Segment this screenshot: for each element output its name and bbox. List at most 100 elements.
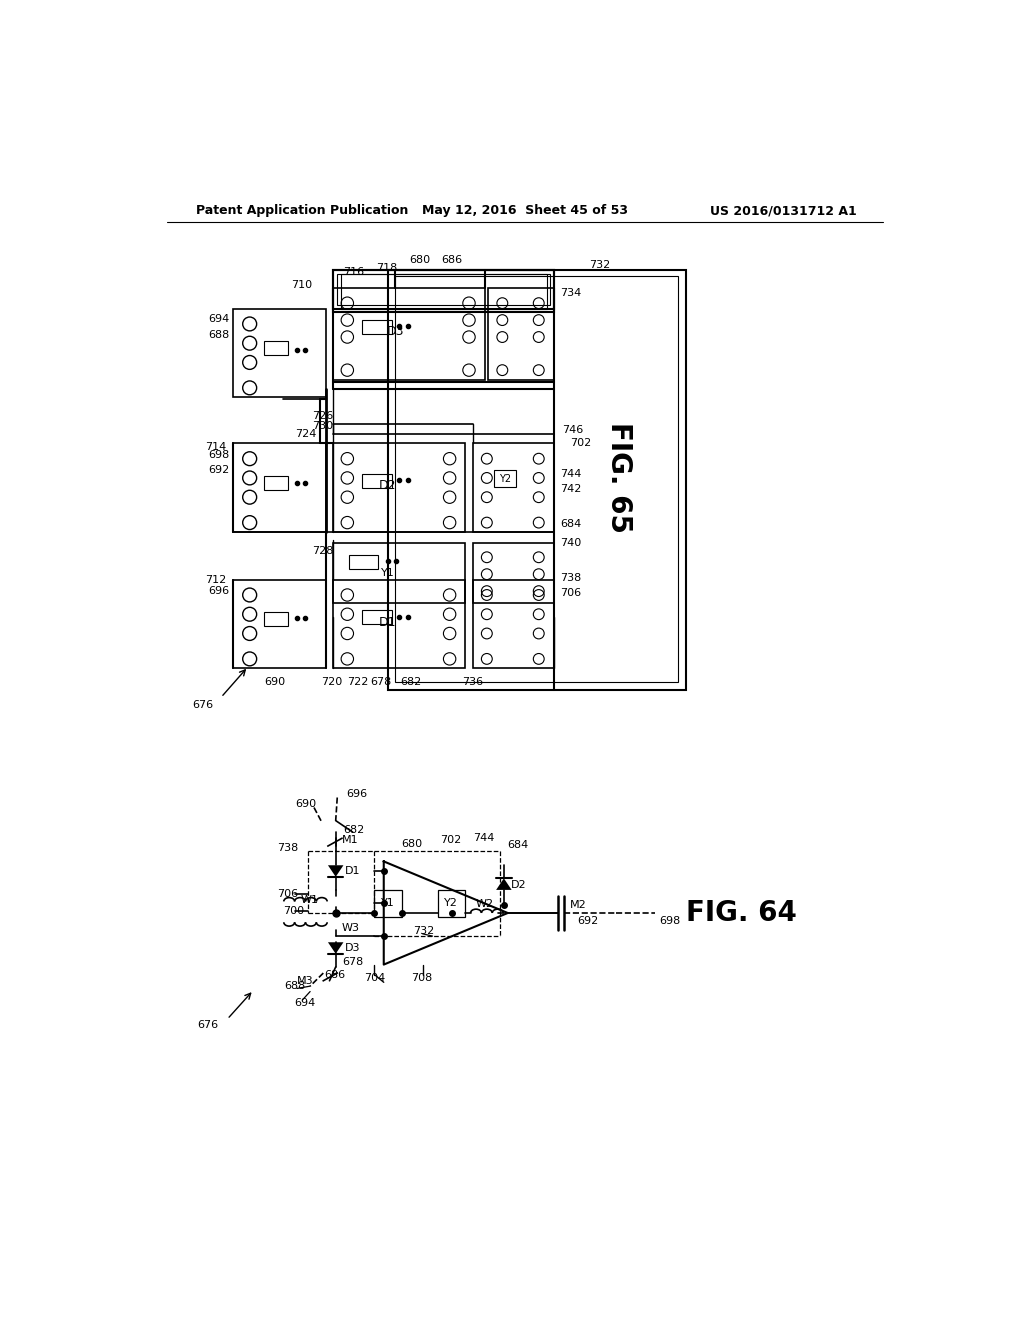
Text: 684: 684 bbox=[560, 519, 582, 529]
Bar bbox=[263, 341, 289, 355]
Bar bbox=[334, 271, 554, 309]
Text: D2: D2 bbox=[511, 879, 526, 890]
Text: May 12, 2016  Sheet 45 of 53: May 12, 2016 Sheet 45 of 53 bbox=[422, 205, 628, 218]
Text: 694: 694 bbox=[295, 998, 315, 1008]
Text: Y2: Y2 bbox=[444, 898, 458, 908]
Text: 690: 690 bbox=[295, 799, 316, 809]
Text: 688: 688 bbox=[209, 330, 229, 341]
Text: 718: 718 bbox=[376, 263, 397, 273]
Text: 686: 686 bbox=[441, 255, 462, 265]
Text: Y1: Y1 bbox=[381, 568, 394, 578]
Text: 698: 698 bbox=[658, 916, 680, 925]
Text: W2: W2 bbox=[475, 899, 494, 908]
Text: D1: D1 bbox=[379, 616, 396, 630]
Text: 730: 730 bbox=[312, 421, 334, 430]
Text: 706: 706 bbox=[560, 589, 581, 598]
Text: M3: M3 bbox=[297, 975, 313, 986]
Bar bbox=[375, 890, 401, 917]
Bar bbox=[341, 275, 547, 309]
Text: 680: 680 bbox=[410, 255, 430, 265]
Text: 676: 676 bbox=[193, 700, 213, 710]
Bar bbox=[233, 309, 327, 397]
Bar bbox=[473, 544, 554, 603]
Text: 692: 692 bbox=[578, 916, 599, 925]
Text: 712: 712 bbox=[206, 574, 226, 585]
Text: 736: 736 bbox=[462, 677, 483, 686]
Text: 742: 742 bbox=[560, 484, 582, 495]
Bar bbox=[395, 276, 678, 682]
Bar bbox=[362, 610, 391, 624]
Text: W1: W1 bbox=[301, 895, 318, 906]
Text: 722: 722 bbox=[347, 677, 368, 686]
Bar bbox=[334, 288, 484, 380]
Text: 688: 688 bbox=[285, 981, 306, 991]
Text: Y1: Y1 bbox=[381, 898, 394, 908]
Text: 746: 746 bbox=[562, 425, 584, 436]
Text: M2: M2 bbox=[569, 900, 587, 911]
Bar bbox=[494, 470, 515, 487]
Text: D3: D3 bbox=[345, 942, 360, 953]
Text: 680: 680 bbox=[401, 838, 423, 849]
Text: 728: 728 bbox=[312, 546, 334, 556]
Polygon shape bbox=[328, 866, 343, 876]
Bar bbox=[334, 544, 465, 603]
Bar bbox=[473, 579, 554, 668]
Text: 734: 734 bbox=[560, 288, 581, 298]
Text: 692: 692 bbox=[209, 465, 229, 475]
Text: 706: 706 bbox=[276, 888, 298, 899]
Text: 744: 744 bbox=[473, 833, 495, 842]
Text: 682: 682 bbox=[343, 825, 365, 834]
Text: M1: M1 bbox=[342, 834, 358, 845]
Text: 714: 714 bbox=[206, 442, 226, 453]
Text: 724: 724 bbox=[295, 429, 316, 440]
Text: W3: W3 bbox=[342, 924, 359, 933]
Text: 708: 708 bbox=[411, 973, 432, 983]
Text: 744: 744 bbox=[560, 469, 581, 479]
Text: US 2016/0131712 A1: US 2016/0131712 A1 bbox=[710, 205, 856, 218]
Bar bbox=[388, 271, 686, 690]
Text: 726: 726 bbox=[312, 412, 334, 421]
Bar bbox=[488, 288, 554, 380]
Text: 696: 696 bbox=[208, 586, 229, 597]
Bar bbox=[334, 271, 554, 313]
Text: 686: 686 bbox=[324, 970, 345, 979]
Text: FIG. 65: FIG. 65 bbox=[604, 422, 633, 533]
Text: 696: 696 bbox=[346, 788, 368, 799]
Text: 682: 682 bbox=[400, 677, 422, 686]
Bar bbox=[438, 890, 465, 917]
Text: Patent Application Publication: Patent Application Publication bbox=[197, 205, 409, 218]
Bar bbox=[334, 444, 465, 532]
Text: 698: 698 bbox=[208, 450, 229, 459]
Text: 704: 704 bbox=[365, 973, 386, 983]
Text: 676: 676 bbox=[198, 1019, 219, 1030]
Text: D2: D2 bbox=[379, 479, 396, 492]
Text: 694: 694 bbox=[208, 314, 229, 323]
Text: D3: D3 bbox=[387, 325, 404, 338]
Bar bbox=[334, 579, 465, 668]
Text: 702: 702 bbox=[440, 834, 462, 845]
Text: 702: 702 bbox=[569, 438, 591, 449]
Bar bbox=[473, 444, 554, 532]
Bar bbox=[263, 475, 289, 490]
Text: 700: 700 bbox=[283, 907, 304, 916]
Text: 738: 738 bbox=[278, 843, 299, 853]
Text: FIG. 64: FIG. 64 bbox=[686, 899, 797, 927]
Text: 732: 732 bbox=[414, 925, 434, 936]
Text: 738: 738 bbox=[560, 573, 582, 583]
Text: 678: 678 bbox=[370, 677, 391, 686]
Bar bbox=[263, 612, 289, 626]
Bar bbox=[362, 474, 391, 488]
Text: 684: 684 bbox=[508, 841, 529, 850]
Text: 716: 716 bbox=[343, 267, 365, 277]
Text: 710: 710 bbox=[291, 280, 312, 290]
Text: 690: 690 bbox=[264, 677, 286, 686]
Bar bbox=[233, 579, 327, 668]
Bar bbox=[233, 444, 327, 532]
Text: Y2: Y2 bbox=[499, 474, 511, 483]
Text: D1: D1 bbox=[345, 866, 360, 875]
Bar bbox=[349, 554, 378, 569]
Text: 720: 720 bbox=[322, 677, 342, 686]
Text: 740: 740 bbox=[560, 539, 582, 548]
Bar bbox=[337, 275, 550, 305]
Bar bbox=[362, 321, 391, 334]
